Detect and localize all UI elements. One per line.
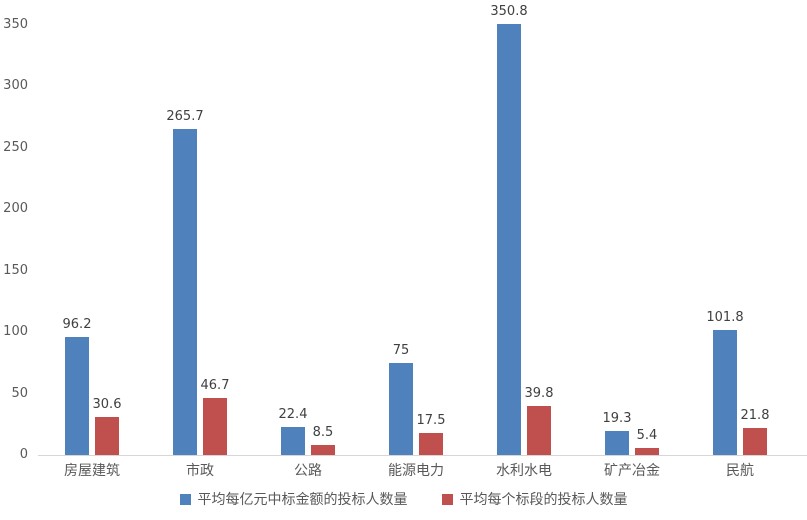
data-label-series-1-cat-4: 39.8 bbox=[524, 386, 554, 401]
y-tick-label: 0 bbox=[19, 447, 28, 462]
category-label-6: 民航 bbox=[726, 463, 754, 479]
data-label-series-0-cat-2: 22.4 bbox=[278, 407, 308, 422]
legend-swatch-blue-icon bbox=[179, 493, 191, 505]
y-tick-label: 350 bbox=[3, 16, 28, 32]
y-tick-label: 250 bbox=[3, 139, 28, 155]
category-label-2: 公路 bbox=[294, 463, 322, 479]
y-tick-label: 200 bbox=[3, 201, 28, 217]
legend-swatch-red-icon bbox=[441, 493, 453, 505]
legend-item-series-0: 平均每亿元中标金额的投标人数量 bbox=[179, 489, 408, 509]
legend: 平均每亿元中标金额的投标人数量 平均每个标段的投标人数量 bbox=[0, 489, 807, 509]
bar-series-0-cat-3 bbox=[389, 363, 413, 455]
data-label-series-1-cat-5: 5.4 bbox=[636, 428, 658, 443]
bar-series-1-cat-6 bbox=[743, 428, 767, 455]
category-label-3: 能源电力 bbox=[388, 463, 444, 479]
bar-series-0-cat-5 bbox=[605, 431, 629, 455]
data-label-series-0-cat-0: 96.2 bbox=[62, 317, 92, 332]
category-label-5: 矿产冶金 bbox=[604, 463, 660, 479]
data-label-series-1-cat-6: 21.8 bbox=[740, 408, 770, 423]
bar-series-1-cat-0 bbox=[95, 417, 119, 455]
bar-series-0-cat-0 bbox=[65, 337, 89, 455]
bar-series-1-cat-1 bbox=[203, 398, 227, 455]
category-label-4: 水利水电 bbox=[496, 463, 552, 479]
y-tick-label: 50 bbox=[11, 385, 28, 401]
legend-label-series-1: 平均每个标段的投标人数量 bbox=[459, 492, 628, 508]
bar-series-1-cat-4 bbox=[527, 406, 551, 455]
plot-area: 0 50 100 150 200 250 300 350 96.2 30.6 房屋建筑 265.7 46… bbox=[3, 4, 807, 479]
data-label-series-1-cat-3: 17.5 bbox=[416, 413, 446, 428]
y-tick-label: 100 bbox=[3, 324, 28, 340]
bar-series-1-cat-5 bbox=[635, 448, 659, 455]
y-tick-label: 300 bbox=[3, 78, 28, 94]
bar-series-1-cat-3 bbox=[419, 433, 443, 455]
data-label-series-0-cat-1: 265.7 bbox=[166, 109, 204, 124]
bar-series-1-cat-2 bbox=[311, 445, 335, 455]
bar-series-0-cat-2 bbox=[281, 427, 305, 455]
legend-item-series-1: 平均每个标段的投标人数量 bbox=[441, 489, 628, 509]
data-label-series-1-cat-1: 46.7 bbox=[200, 378, 230, 393]
data-label-series-0-cat-4: 350.8 bbox=[490, 4, 528, 19]
legend-label-series-0: 平均每亿元中标金额的投标人数量 bbox=[197, 492, 408, 508]
y-tick-label: 150 bbox=[3, 262, 28, 278]
data-label-series-1-cat-0: 30.6 bbox=[92, 397, 122, 412]
bar-series-0-cat-1 bbox=[173, 129, 197, 455]
category-label-1: 市政 bbox=[186, 463, 214, 479]
category-label-0: 房屋建筑 bbox=[64, 463, 120, 479]
data-label-series-1-cat-2: 8.5 bbox=[312, 425, 334, 440]
data-label-series-0-cat-3: 75 bbox=[392, 343, 410, 358]
x-axis-line bbox=[38, 455, 807, 456]
data-label-series-0-cat-6: 101.8 bbox=[706, 310, 744, 325]
bar-series-0-cat-4 bbox=[497, 24, 521, 455]
bar-series-0-cat-6 bbox=[713, 330, 737, 455]
data-label-series-0-cat-5: 19.3 bbox=[602, 411, 632, 426]
